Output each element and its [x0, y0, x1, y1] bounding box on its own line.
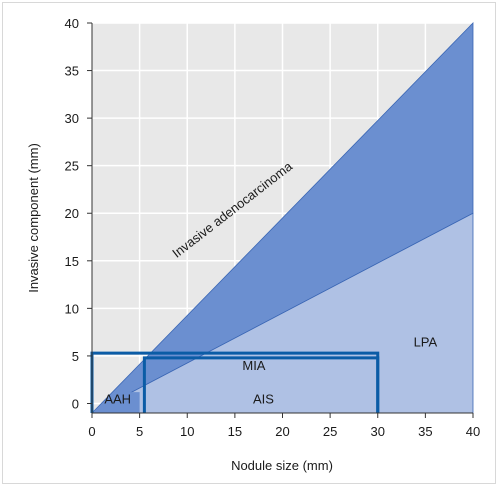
x-tick-label-30: 30 — [371, 424, 385, 439]
label-lpa: LPA — [414, 334, 438, 349]
x-tick-label-35: 35 — [418, 424, 432, 439]
y-tick-label-15: 15 — [65, 254, 79, 269]
x-tick-label-5: 5 — [136, 424, 143, 439]
y-tick-label-5: 5 — [72, 349, 79, 364]
y-tick-label-20: 20 — [65, 206, 79, 221]
y-tick-label-10: 10 — [65, 301, 79, 316]
box-ais — [142, 356, 380, 413]
y-tick-label-35: 35 — [65, 64, 79, 79]
label-ais: AIS — [253, 391, 274, 406]
label-aah: AAH — [104, 391, 131, 406]
x-tick-label-10: 10 — [180, 424, 194, 439]
label-mia: MIA — [242, 358, 265, 373]
y-axis-ticks: 0 5 10 15 20 25 30 35 40 — [65, 16, 92, 411]
region-aah — [92, 392, 140, 413]
x-tick-label-0: 0 — [88, 424, 95, 439]
y-tick-label-0: 0 — [72, 396, 79, 411]
y-axis-title: Invasive component (mm) — [26, 143, 41, 293]
x-tick-label-40: 40 — [466, 424, 480, 439]
x-tick-label-25: 25 — [323, 424, 337, 439]
x-tick-label-20: 20 — [275, 424, 289, 439]
y-tick-label-25: 25 — [65, 159, 79, 174]
x-tick-label-15: 15 — [228, 424, 242, 439]
chart-frame — [2, 2, 496, 484]
x-axis-title: Nodule size (mm) — [231, 458, 333, 473]
y-tick-label-30: 30 — [65, 111, 79, 126]
y-tick-label-40: 40 — [65, 16, 79, 31]
x-axis-ticks: 0 5 10 15 20 25 30 35 40 — [88, 413, 480, 439]
